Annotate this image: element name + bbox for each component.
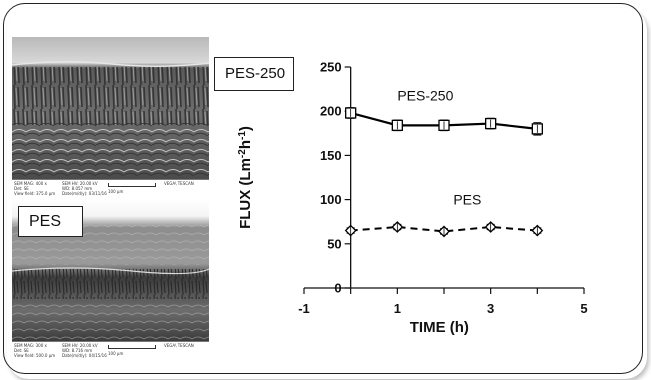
sem-micrograph-top <box>12 37 209 180</box>
y-tick-label: 150 <box>320 148 342 163</box>
sem-info-text: SEM MAG: 300 x <box>14 343 47 348</box>
sem-info-text: Det: SE <box>14 186 29 191</box>
sem-info-bar-top: SEM MAG: 400 x Det: SE View field: 375.0… <box>12 179 209 197</box>
sem-info-text: WD: 8.716 mm <box>62 348 93 353</box>
sem-scale-label: 100 µm <box>108 189 124 194</box>
y-tick-label: 0 <box>334 281 341 296</box>
y-axis-label-part: FLUX (Lm <box>237 158 254 229</box>
y-axis-label-part: -1 <box>237 131 248 140</box>
y-axis-label-part: ) <box>237 126 254 131</box>
chart-axes <box>303 66 585 294</box>
sem-info-text: Date(m/d/y): 04/15/16 <box>62 353 107 358</box>
sem-info-text: View field: 375.0 µm <box>14 191 56 196</box>
y-axis-label-part: -2 <box>237 149 248 158</box>
x-tick-label: -1 <box>298 301 310 316</box>
series-line-pes <box>350 226 538 233</box>
sem-image-top: SEM MAG: 400 x Det: SE View field: 375.0… <box>12 37 209 197</box>
x-tick-label: 5 <box>580 301 587 316</box>
chart-marks <box>344 107 544 238</box>
sem-brand: VEGA\ TESCAN <box>164 181 194 186</box>
sem-info-text: WD: 8.057 mm <box>62 186 93 191</box>
y-tick-label: 250 <box>320 60 342 75</box>
sem-info-text: SEM HV: 20.00 kV <box>62 343 98 348</box>
sem-info-text: SEM HV: 20.00 kV <box>62 181 98 186</box>
sem-info-text: SEM MAG: 400 x <box>14 181 47 186</box>
figure-frame <box>3 3 643 374</box>
y-axis-label: FLUX (Lm-2h-1) <box>237 126 255 229</box>
x-tick-label: 1 <box>394 301 401 316</box>
sem-scale-bar <box>108 345 156 349</box>
y-tick-label: 100 <box>320 192 342 207</box>
sem-scale-bar <box>108 183 156 187</box>
sem-info-text: Det: SE <box>14 348 29 353</box>
sem-label-pes: PES <box>18 206 83 237</box>
sem-info-text: Date(m/d/y): 03/11/16 <box>62 191 107 196</box>
y-tick-label: 200 <box>320 104 342 119</box>
sem-info-bar-bottom: SEM MAG: 300 x Det: SE View field: 500.0… <box>12 341 209 359</box>
sem-brand: VEGA\ TESCAN <box>164 343 194 348</box>
y-tick-label: 50 <box>327 236 341 251</box>
sem-micrograph-bottom <box>12 199 209 342</box>
x-axis-label: TIME (h) <box>410 319 469 336</box>
chart-label-pes-250: PES-250 <box>214 57 294 91</box>
sem-scale-label: 100 µm <box>108 351 124 356</box>
sem-info-text: View field: 500.0 µm <box>14 353 56 358</box>
annotation-pes-250: PES-250 <box>397 87 453 103</box>
annotation-pes: PES <box>453 192 481 208</box>
y-axis-label-part: h <box>237 140 254 149</box>
sem-image-bottom: SEM MAG: 300 x Det: SE View field: 500.0… <box>12 199 209 359</box>
x-tick-label: 3 <box>487 301 494 316</box>
